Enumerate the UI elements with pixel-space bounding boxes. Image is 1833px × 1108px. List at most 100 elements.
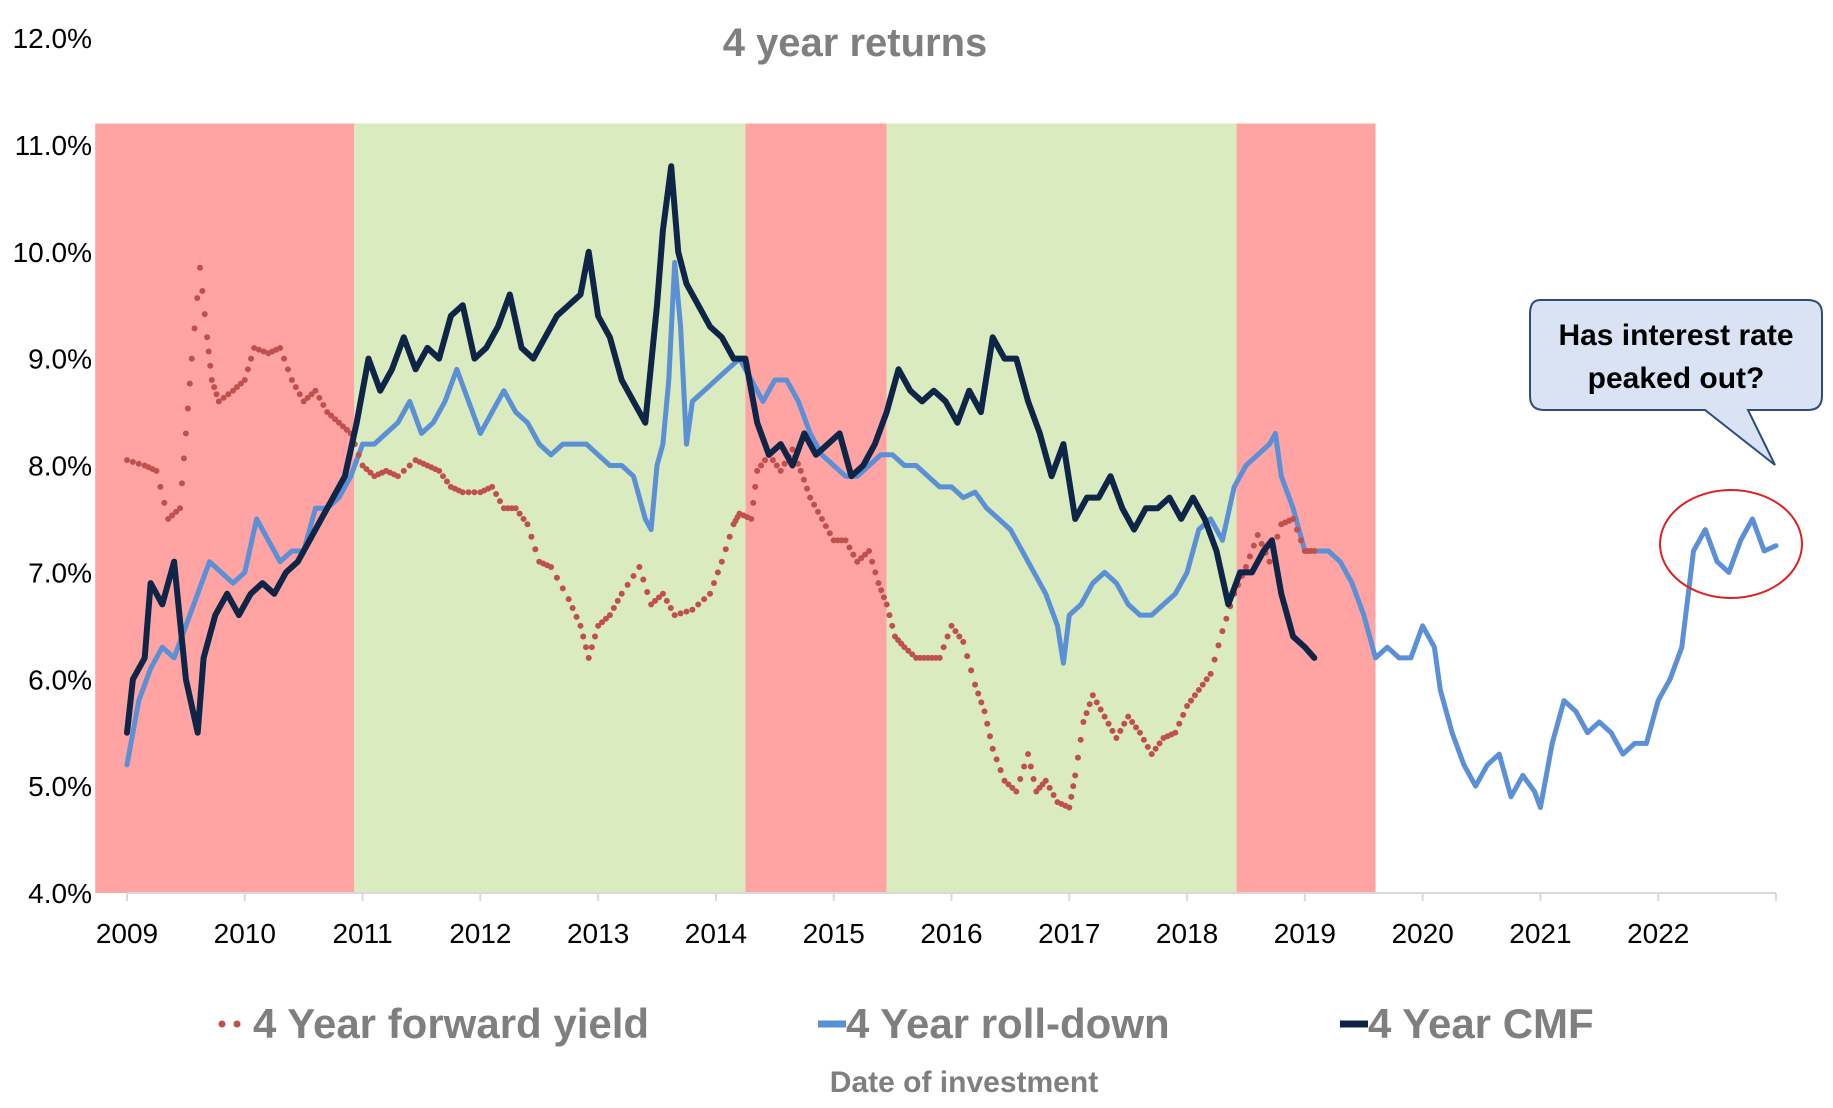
forward-yield-point <box>1184 702 1191 709</box>
forward-yield-point <box>815 508 822 515</box>
forward-yield-point <box>577 622 584 629</box>
forward-yield-point <box>1187 697 1194 704</box>
forward-yield-point <box>559 585 566 592</box>
forward-yield-point <box>177 505 184 512</box>
series-layer <box>124 163 1779 811</box>
y-tick-label: 12.0% <box>13 23 92 54</box>
forward-yield-point <box>260 348 267 355</box>
forward-yield-point <box>516 510 523 517</box>
forward-yield-point <box>602 615 609 622</box>
callout-line-2: peaked out? <box>1588 362 1765 395</box>
forward-yield-point <box>548 564 555 571</box>
forward-yield-point <box>1144 743 1151 750</box>
forward-yield-point <box>1195 686 1202 693</box>
forward-yield-point <box>1250 542 1257 549</box>
forward-yield-point <box>683 608 690 615</box>
forward-yield-point <box>1156 740 1163 747</box>
forward-yield-point <box>1005 781 1012 788</box>
forward-yield-point <box>695 601 702 608</box>
forward-yield-point <box>722 546 729 553</box>
forward-yield-point <box>667 605 674 611</box>
forward-yield-point <box>1021 763 1028 770</box>
forward-yield-point <box>1066 804 1073 811</box>
forward-yield-point <box>1072 772 1079 779</box>
forward-yield-point <box>610 605 617 611</box>
forward-yield-point <box>230 387 237 394</box>
forward-yield-point <box>1152 745 1159 752</box>
forward-yield-point <box>215 398 222 405</box>
forward-yield-point <box>854 558 861 565</box>
forward-yield-point <box>862 551 869 558</box>
forward-yield-point <box>1009 784 1016 791</box>
legend-marker-dot-2 <box>233 1020 241 1028</box>
forward-yield-point <box>1077 736 1084 743</box>
forward-yield-point <box>1113 735 1120 742</box>
forward-yield-point <box>284 366 291 373</box>
forward-yield-point <box>1258 540 1265 547</box>
forward-yield-point <box>1199 681 1206 688</box>
forward-yield-point <box>606 612 613 619</box>
forward-yield-point <box>1140 736 1147 743</box>
forward-yield-point <box>758 462 765 469</box>
legend-label-roll-down: 4 Year roll-down <box>846 1000 1170 1047</box>
x-tick-label: 2011 <box>332 918 392 949</box>
forward-yield-point <box>773 462 780 469</box>
forward-yield-point <box>1215 642 1222 649</box>
forward-yield-point <box>1148 751 1155 758</box>
x-tick-label: 2009 <box>96 918 158 949</box>
forward-yield-point <box>614 597 621 604</box>
x-tick-labels: 2009 2010 2011 2012 2013 2014 2015 2016 2017 2018… <box>96 918 1690 949</box>
forward-yield-point <box>355 451 362 458</box>
forward-yield-point <box>948 622 955 629</box>
forward-yield-point <box>846 544 853 551</box>
forward-yield-point <box>292 384 299 391</box>
forward-yield-point <box>220 394 227 401</box>
forward-yield-point <box>512 505 519 512</box>
forward-yield-point <box>630 572 637 579</box>
forward-yield-point <box>1246 553 1253 560</box>
forward-yield-point <box>1211 656 1218 663</box>
forward-yield-point <box>972 681 979 688</box>
forward-yield-point <box>339 423 346 430</box>
forward-yield-point <box>752 483 759 490</box>
forward-yield-point <box>569 605 576 611</box>
forward-yield-point <box>367 469 374 476</box>
forward-yield-point <box>718 558 725 565</box>
x-tick-label: 2013 <box>567 918 629 949</box>
forward-yield-point <box>459 489 466 496</box>
forward-yield-point <box>652 597 659 604</box>
forward-yield-point <box>659 590 666 597</box>
forward-yield-point <box>710 580 717 587</box>
shaded-region-3 <box>745 123 887 893</box>
forward-yield-point <box>1086 701 1093 708</box>
forward-yield-point <box>997 767 1004 774</box>
forward-yield-point <box>618 590 625 597</box>
forward-yield-point <box>850 551 857 558</box>
forward-yield-point <box>883 601 890 608</box>
forward-yield-point <box>781 460 788 467</box>
forward-yield-point <box>1125 713 1132 720</box>
forward-yield-point <box>858 555 865 562</box>
forward-yield-point <box>173 508 180 515</box>
chart-title: 4 year returns <box>723 21 988 65</box>
forward-yield-point <box>489 483 496 490</box>
series-roll-down-line <box>124 259 1779 810</box>
forward-yield-point <box>182 430 189 437</box>
legend: 4 Year forward yield 4 Year roll-down 4 … <box>218 1000 1594 1047</box>
forward-yield-point <box>161 499 168 506</box>
forward-yield-point <box>244 366 251 373</box>
forward-yield-point <box>153 467 160 474</box>
forward-yield-point <box>205 348 212 355</box>
forward-yield-point <box>940 644 947 651</box>
forward-yield-point <box>1046 784 1053 791</box>
forward-yield-point <box>248 355 255 362</box>
forward-yield-point <box>905 647 912 654</box>
forward-yield-point <box>528 533 535 540</box>
y-tick-label: 7.0% <box>28 557 92 588</box>
x-tick-label: 2010 <box>214 918 276 949</box>
forward-yield-point <box>952 628 959 635</box>
forward-yield-point <box>1191 692 1198 699</box>
forward-yield-point <box>496 498 503 505</box>
forward-yield-point <box>436 467 443 474</box>
forward-yield-point <box>1070 783 1077 790</box>
